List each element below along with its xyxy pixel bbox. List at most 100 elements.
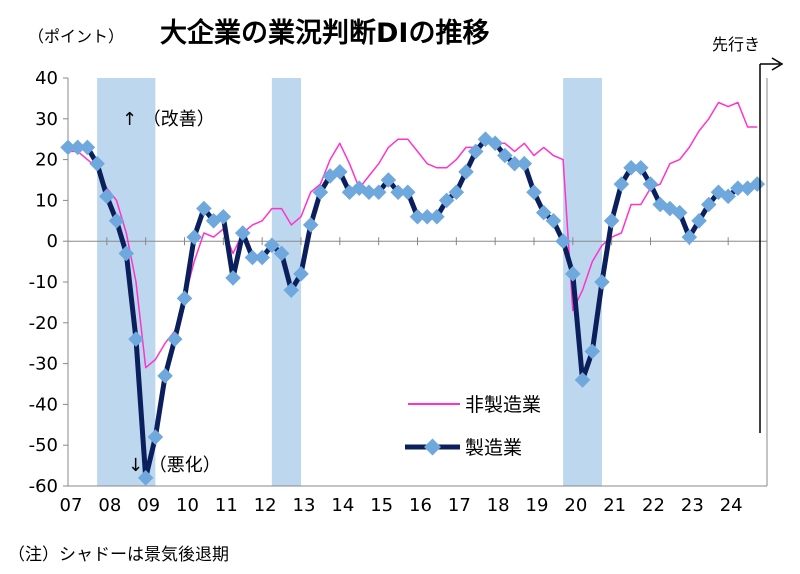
- data-point-1-6: [118, 245, 135, 262]
- data-point-1-46: [506, 155, 523, 172]
- y-tick-label-2: 20: [35, 150, 58, 171]
- y-tick-label-1: 30: [35, 109, 58, 130]
- data-point-1-26: [312, 184, 329, 201]
- legend-marker-manufacturing: [424, 438, 441, 456]
- data-point-1-37: [419, 208, 435, 225]
- forecast-arrow-head: [771, 57, 784, 71]
- x-tick-labels: 07 08 09 10 11 12 13 14 15 16 17 18 19 20 21 22 23 24: [60, 495, 743, 516]
- data-point-1-59: [633, 159, 649, 176]
- data-point-1-48: [526, 184, 542, 201]
- data-point-1-47: [516, 155, 533, 172]
- data-point-1-28: [332, 164, 348, 180]
- data-point-1-21: [264, 237, 280, 254]
- data-point-1-69: [730, 180, 746, 196]
- x-tick-label-11: 18: [487, 495, 510, 516]
- x-tick-label-14: 21: [603, 495, 626, 516]
- data-point-1-3: [89, 155, 105, 172]
- data-point-1-64: [681, 229, 698, 245]
- data-point-1-38: [429, 208, 445, 225]
- y-tick-label-7: -30: [29, 354, 58, 375]
- footnote: （注）シャドーは景気後退期: [8, 545, 229, 565]
- data-point-1-51: [555, 233, 571, 249]
- y-tick-label-9: -50: [29, 435, 58, 456]
- data-point-1-5: [108, 213, 125, 229]
- data-point-1-33: [380, 172, 397, 188]
- data-point-1-0: [60, 139, 76, 156]
- data-point-1-13: [186, 229, 202, 245]
- data-point-1-17: [225, 270, 241, 286]
- data-point-1-36: [409, 208, 426, 225]
- y-tick-label-8: -40: [29, 394, 58, 415]
- axes: [63, 77, 768, 487]
- data-point-1-60: [642, 176, 659, 192]
- x-tick-label-0: 07: [60, 495, 83, 516]
- data-point-1-35: [400, 184, 416, 201]
- data-point-1-56: [603, 213, 620, 229]
- x-tick-label-10: 17: [448, 495, 471, 516]
- data-point-1-57: [613, 176, 630, 192]
- data-point-1-20: [254, 249, 270, 266]
- x-tick-label-4: 11: [215, 495, 238, 516]
- y-tick-label-4: 0: [47, 231, 58, 252]
- annotation-improve: ↑ （改善）: [122, 109, 215, 130]
- data-point-1-8: [137, 470, 154, 486]
- data-point-1-4: [99, 188, 115, 205]
- data-point-1-18: [234, 225, 251, 241]
- x-tick-label-7: 14: [331, 495, 354, 516]
- data-point-1-14: [196, 200, 212, 217]
- data-point-1-50: [545, 213, 562, 229]
- data-point-1-58: [623, 159, 639, 176]
- unit-label: （ポイント）: [28, 27, 124, 46]
- x-tick-label-9: 16: [409, 495, 432, 516]
- forecast-label: 先行き: [712, 35, 760, 54]
- data-point-1-25: [302, 217, 319, 233]
- data-point-1-7: [128, 331, 144, 347]
- data-point-1-63: [671, 204, 688, 221]
- x-tick-label-15: 22: [642, 495, 665, 516]
- y-tick-label-0: 40: [35, 68, 58, 89]
- data-point-1-2: [79, 139, 96, 156]
- y-tick-labels: 40 30 20 10 0 -10 -20 -30 -40 -50 -60: [29, 68, 58, 497]
- recession-shade-0: [97, 78, 156, 486]
- data-point-1-31: [361, 184, 377, 201]
- data-point-1-49: [535, 204, 552, 221]
- x-tick-label-12: 19: [526, 495, 549, 516]
- data-point-1-32: [370, 184, 387, 201]
- x-tick-label-17: 24: [720, 495, 743, 516]
- data-point-1-65: [691, 213, 707, 229]
- x-tick-label-8: 15: [370, 495, 393, 516]
- data-point-1-11: [167, 331, 183, 347]
- y-tick-label-3: 10: [35, 190, 58, 211]
- data-point-1-9: [147, 429, 164, 445]
- x-tick-label-2: 09: [137, 495, 160, 516]
- y-tick-label-5: -10: [29, 272, 58, 293]
- data-point-1-39: [438, 192, 455, 209]
- data-point-1-10: [157, 368, 173, 384]
- data-point-1-45: [497, 147, 513, 164]
- data-point-1-12: [176, 290, 193, 307]
- x-tick-label-3: 10: [176, 495, 199, 516]
- data-point-1-44: [487, 135, 503, 152]
- x-tick-label-16: 23: [681, 495, 704, 516]
- x-tick-label-6: 13: [293, 495, 316, 516]
- data-point-1-71: [749, 176, 766, 192]
- data-point-1-16: [215, 208, 232, 225]
- chart-title: 大企業の業況判断DIの推移: [160, 17, 489, 49]
- data-point-1-40: [448, 184, 465, 201]
- x-tick-label-5: 12: [254, 495, 277, 516]
- data-point-1-42: [467, 143, 484, 160]
- data-point-1-41: [458, 164, 474, 180]
- data-point-1-34: [390, 184, 406, 201]
- data-point-1-66: [700, 196, 717, 213]
- x-tick-label-13: 20: [564, 495, 587, 516]
- y-tick-label-10: -60: [29, 476, 58, 497]
- x-tick-label-1: 08: [98, 495, 121, 516]
- data-point-1-68: [720, 188, 736, 205]
- y-tick-label-6: -20: [29, 313, 58, 334]
- legend-label-nonmanufacturing: 非製造業: [465, 394, 541, 416]
- series-markers: [60, 131, 766, 486]
- legend: 非製造業 製造業: [405, 394, 541, 459]
- data-point-1-1: [69, 139, 86, 156]
- legend-label-manufacturing: 製造業: [465, 437, 522, 459]
